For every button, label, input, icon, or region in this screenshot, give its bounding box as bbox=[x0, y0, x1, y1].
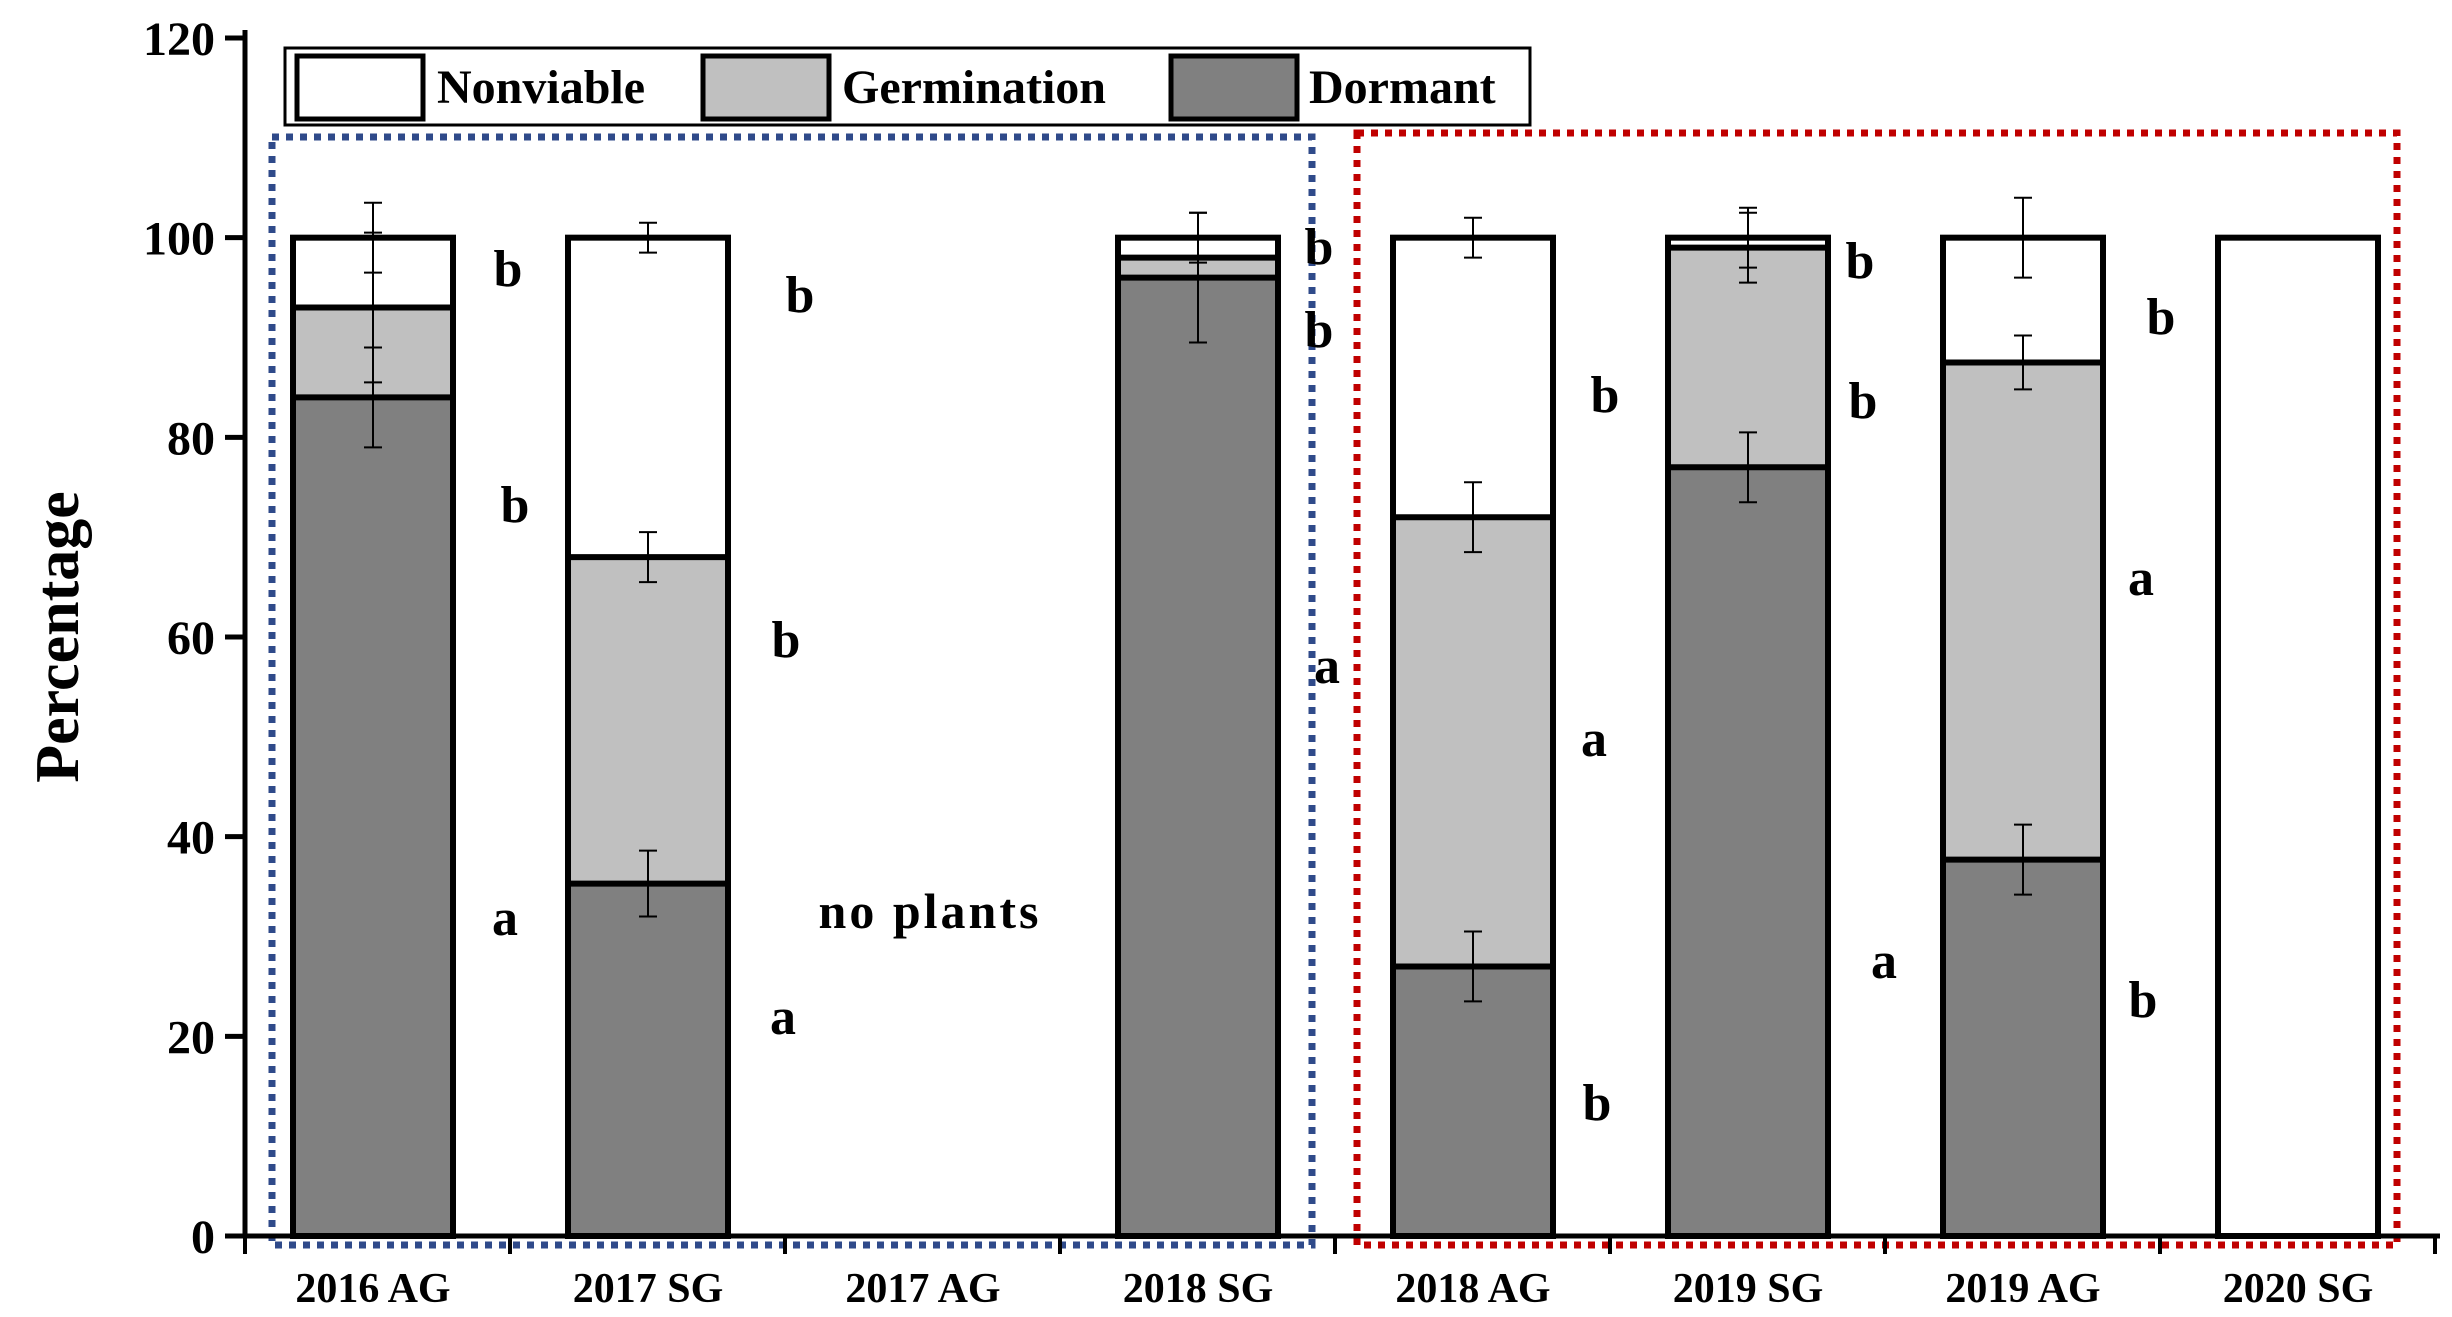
bar-nonviable-2020-sg bbox=[2218, 237, 2378, 1236]
sig-letter-germination-0: b bbox=[501, 477, 530, 534]
legend-label-dormant: Dormant bbox=[1309, 61, 1496, 114]
sig-letter-germination-1: b bbox=[772, 612, 801, 669]
sig-letter-germination-4: a bbox=[1581, 711, 1607, 768]
bar-dormant-2018-sg bbox=[1118, 277, 1278, 1237]
x-category-label-2016-ag: 2016 AG bbox=[295, 1266, 450, 1312]
x-category-label-2019-ag: 2019 AG bbox=[1945, 1266, 2100, 1312]
bar-dormant-2018-ag bbox=[1393, 966, 1553, 1236]
bar-dormant-2017-sg bbox=[568, 883, 728, 1236]
sig-letter-nonviable-3: b bbox=[1305, 219, 1334, 276]
x-category-label-2018-sg: 2018 SG bbox=[1123, 1266, 1274, 1312]
y-tick-label-40: 40 bbox=[167, 812, 215, 865]
sig-letter-dormant-0: a bbox=[492, 890, 518, 947]
x-category-label-2017-ag: 2017 AG bbox=[845, 1266, 1000, 1312]
y-tick-label-0: 0 bbox=[191, 1211, 215, 1264]
sig-letter-nonviable-4: b bbox=[1591, 367, 1620, 424]
red-group-box bbox=[1353, 129, 2401, 1249]
y-tick-label-120: 120 bbox=[143, 13, 215, 66]
y-tick-label-20: 20 bbox=[167, 1011, 215, 1064]
sig-letter-germination-3: b bbox=[1305, 302, 1334, 359]
bar-nonviable-2018-ag bbox=[1393, 237, 1553, 518]
x-category-label-2017-sg: 2017 SG bbox=[573, 1266, 724, 1312]
sig-letter-dormant-5: a bbox=[1871, 933, 1897, 990]
sig-letter-germination-5: b bbox=[1849, 373, 1878, 430]
legend-label-germination: Germination bbox=[842, 61, 1106, 114]
x-category-label-2020-sg: 2020 SG bbox=[2223, 1266, 2374, 1312]
legend-swatch-germination bbox=[700, 53, 832, 122]
x-category-label-2018-ag: 2018 AG bbox=[1395, 1266, 1550, 1312]
sig-letter-dormant-6: b bbox=[2129, 972, 2158, 1029]
bar-germination-2017-sg bbox=[568, 557, 728, 884]
bar-dormant-2019-ag bbox=[1943, 859, 2103, 1236]
y-tick-label-80: 80 bbox=[167, 412, 215, 465]
sig-letter-nonviable-0: b bbox=[494, 241, 523, 298]
y-tick-label-60: 60 bbox=[167, 612, 215, 665]
sig-letter-nonviable-1: b bbox=[786, 267, 815, 324]
y-axis-label: Percentage bbox=[24, 491, 92, 782]
legend-label-nonviable: Nonviable bbox=[437, 61, 645, 114]
sig-letter-nonviable-5: b bbox=[1846, 233, 1875, 290]
legend-swatch-dormant bbox=[1168, 53, 1300, 122]
y-tick-label-100: 100 bbox=[143, 213, 215, 266]
sig-letter-dormant-1: a bbox=[770, 989, 796, 1046]
sig-letter-dormant-3: a bbox=[1314, 638, 1340, 695]
x-category-label-2019-sg: 2019 SG bbox=[1673, 1266, 1824, 1312]
bar-dormant-2019-sg bbox=[1668, 467, 1828, 1236]
legend-swatch-nonviable bbox=[294, 53, 426, 122]
bar-nonviable-2017-sg bbox=[568, 237, 728, 558]
sig-letter-germination-6: a bbox=[2128, 550, 2154, 607]
bar-germination-2019-ag bbox=[1943, 362, 2103, 860]
legend-box bbox=[283, 46, 1532, 127]
sig-letter-nonviable-6: b bbox=[2147, 289, 2176, 346]
no-plants-annotation: no plants bbox=[819, 883, 1042, 939]
sig-letter-dormant-4: b bbox=[1583, 1075, 1612, 1132]
bar-germination-2019-sg bbox=[1668, 247, 1828, 468]
blue-group-box bbox=[268, 133, 1316, 1249]
bar-germination-2018-ag bbox=[1393, 517, 1553, 967]
bar-dormant-2016-ag bbox=[293, 397, 453, 1236]
